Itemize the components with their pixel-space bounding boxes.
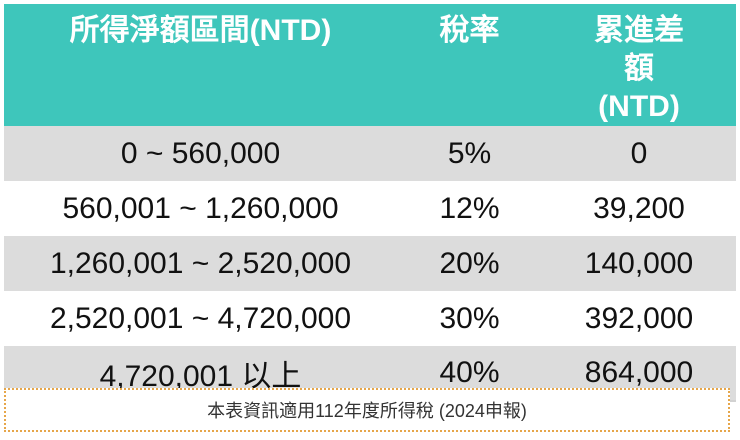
table-row: 0 ~ 560,000 5% 0 xyxy=(4,126,736,181)
cell-progressive-difference: 39,200 xyxy=(593,191,685,225)
header-tax-rate: 稅率 xyxy=(439,14,500,47)
table-row: 1,260,001 ~ 2,520,000 20% 140,000 xyxy=(4,236,736,291)
table-row: 560,001 ~ 1,260,000 12% 39,200 xyxy=(4,181,736,236)
applicability-note: 本表資訊適用112年度所得稅 (2024申報) xyxy=(4,388,730,432)
cell-tax-rate: 30% xyxy=(439,301,500,335)
cell-income-range: 4,720,001 以上 xyxy=(99,360,302,393)
table-header-row: 所得淨額區間(NTD) 稅率 累進差額(NTD) xyxy=(4,4,736,126)
cell-tax-rate: 40% xyxy=(439,356,500,389)
header-progressive-difference: 累進差額(NTD) xyxy=(594,14,684,123)
table-row: 2,520,001 ~ 4,720,000 30% 392,000 xyxy=(4,291,736,346)
cell-progressive-difference: 864,000 xyxy=(584,356,694,389)
cell-tax-rate: 12% xyxy=(439,191,500,225)
header-income-range: 所得淨額區間(NTD) xyxy=(69,14,332,47)
tax-bracket-table: 所得淨額區間(NTD) 稅率 累進差額(NTD) 0 ~ 560,000 5% … xyxy=(4,4,736,402)
cell-progressive-difference: 0 xyxy=(630,136,648,170)
cell-progressive-difference: 140,000 xyxy=(584,246,694,280)
cell-income-range: 2,520,001 ~ 4,720,000 xyxy=(49,301,352,335)
cell-income-range: 0 ~ 560,000 xyxy=(120,136,281,170)
cell-progressive-difference: 392,000 xyxy=(584,301,694,335)
cell-tax-rate: 5% xyxy=(447,136,492,170)
cell-income-range: 1,260,001 ~ 2,520,000 xyxy=(49,246,352,280)
cell-income-range: 560,001 ~ 1,260,000 xyxy=(62,191,339,225)
cell-tax-rate: 20% xyxy=(439,246,500,280)
